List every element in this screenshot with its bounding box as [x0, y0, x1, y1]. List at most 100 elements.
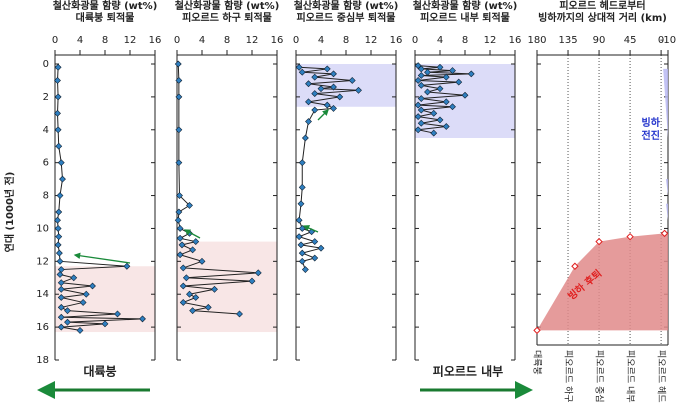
- data-point: [198, 257, 206, 265]
- data-point: [55, 249, 63, 257]
- x-tick-label: 90: [593, 35, 606, 46]
- data-point: [297, 241, 305, 249]
- data-point: [301, 134, 309, 142]
- data-point: [414, 126, 422, 134]
- data-point: [101, 320, 109, 328]
- y-tick-label: 10: [36, 223, 49, 234]
- data-point: [64, 307, 71, 315]
- data-point: [660, 229, 669, 238]
- x-tick-label: 0: [293, 35, 299, 46]
- data-point: [254, 269, 262, 277]
- data-point: [424, 68, 431, 76]
- data-point: [89, 282, 96, 290]
- data-point: [455, 78, 463, 86]
- arrow-label: 대륙붕: [83, 364, 116, 379]
- data-point: [311, 238, 319, 246]
- data-point: [114, 310, 121, 318]
- y-axis-label: 연대 (1000년 전): [3, 172, 16, 253]
- data-point: [54, 241, 62, 249]
- data-point: [305, 98, 312, 106]
- data-point: [436, 116, 444, 124]
- data-point: [430, 129, 438, 137]
- x-tick-label: 4: [199, 35, 205, 46]
- x-tick-label: 12: [246, 35, 259, 46]
- data-point: [79, 299, 87, 306]
- data-point: [55, 208, 63, 216]
- data-point: [295, 63, 303, 71]
- y-tick-label: 12: [36, 256, 49, 267]
- data-point: [417, 106, 425, 114]
- data-point: [305, 118, 312, 125]
- band: [296, 64, 396, 107]
- data-point: [176, 225, 184, 232]
- data-point: [186, 290, 193, 298]
- panel-title: 대륙붕 퇴적물: [76, 11, 135, 24]
- data-point: [442, 73, 450, 81]
- data-point: [175, 126, 183, 134]
- data-point: [57, 303, 65, 311]
- y-tick-label: 18: [36, 355, 49, 366]
- data-line: [418, 65, 472, 134]
- data-point: [54, 77, 61, 84]
- data-point: [211, 285, 218, 293]
- data-point: [175, 77, 183, 84]
- location-label: 피오르드 내부: [625, 350, 636, 403]
- data-point: [54, 225, 62, 232]
- data-point: [467, 70, 475, 78]
- data-point: [414, 77, 422, 84]
- panel-title: 피오르드 내부 퇴적물: [420, 11, 510, 24]
- data-point: [248, 277, 256, 285]
- y-tick-label: 0: [43, 59, 49, 70]
- data-point: [317, 244, 325, 252]
- x-tick-label: 8: [224, 35, 230, 46]
- data-point: [436, 85, 444, 93]
- data-point: [57, 294, 65, 301]
- data-point: [174, 60, 182, 68]
- panel-title: 피오르드 중심부 퇴적물: [297, 11, 396, 24]
- data-point: [595, 237, 603, 246]
- data-point: [571, 262, 579, 270]
- x-tick-label: 4: [77, 35, 83, 46]
- data-point: [54, 216, 61, 224]
- data-point: [414, 101, 422, 109]
- trend-arrow: [183, 229, 201, 239]
- data-point: [348, 77, 356, 84]
- data-point: [186, 201, 193, 209]
- data-point: [192, 238, 200, 246]
- data-point: [175, 208, 183, 216]
- location-label: 피오르드 중심부: [594, 350, 605, 403]
- data-point: [57, 313, 65, 321]
- data-point: [298, 68, 306, 76]
- x-tick-label: 0: [174, 35, 180, 46]
- x-tick-label: 12: [484, 35, 497, 46]
- x-tick-label: 45: [624, 35, 637, 46]
- data-point: [189, 246, 197, 254]
- data-point: [417, 119, 425, 127]
- area: [665, 203, 668, 221]
- x-tick-label: 135: [558, 35, 577, 46]
- annotation: 빙하 전진: [641, 117, 660, 142]
- data-point: [175, 159, 183, 167]
- x-tick-label: 180: [527, 35, 546, 46]
- x-tick-label: 8: [343, 35, 349, 46]
- data-point: [176, 234, 184, 242]
- data-point: [336, 93, 344, 101]
- data-point: [626, 232, 634, 241]
- panel-title: 빙하까지의 상대적 거리 (km): [538, 11, 667, 24]
- data-point: [57, 285, 65, 293]
- data-point: [56, 192, 64, 199]
- data-point: [236, 310, 243, 318]
- data-point: [442, 123, 450, 130]
- data-point: [305, 80, 312, 88]
- data-point: [54, 93, 62, 101]
- trend-arrow: [73, 252, 131, 264]
- area: [663, 68, 668, 138]
- data-point: [59, 175, 66, 183]
- x-tick-label: 16: [390, 35, 403, 46]
- data-point: [178, 241, 186, 249]
- data-point: [295, 233, 303, 241]
- data-point: [417, 95, 425, 102]
- data-point: [311, 106, 319, 114]
- data-point: [424, 88, 431, 96]
